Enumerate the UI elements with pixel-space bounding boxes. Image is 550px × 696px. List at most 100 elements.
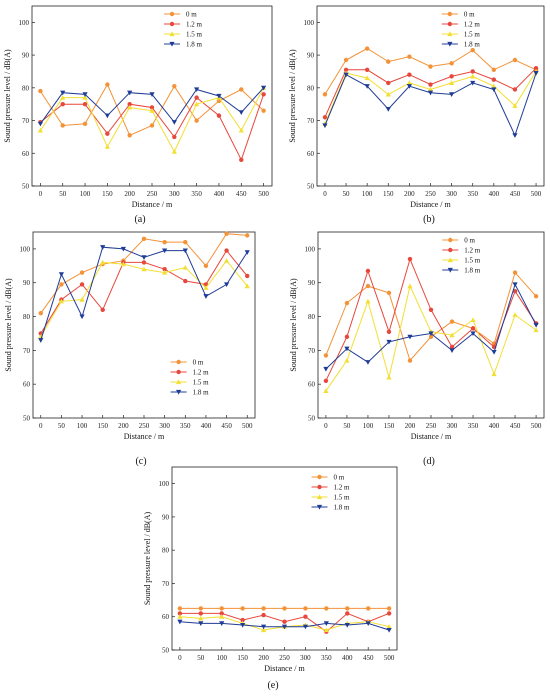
data-point [60, 90, 66, 96]
data-point [344, 357, 350, 363]
x-tick-label: 400 [342, 654, 353, 662]
data-point [171, 149, 177, 154]
data-point [512, 57, 518, 63]
legend-marker [316, 494, 323, 500]
data-point [344, 622, 350, 628]
panel-label: (a) [134, 214, 145, 225]
data-point [386, 606, 392, 611]
data-point [302, 624, 309, 630]
x-axis-label: Distance / m [124, 432, 165, 441]
x-tick-label: 250 [147, 190, 158, 198]
x-tick-label: 100 [362, 190, 373, 198]
data-point [407, 334, 413, 340]
data-point [449, 74, 454, 79]
series-1 [177, 606, 392, 611]
data-point [244, 283, 250, 289]
x-axis-label: Distance / m [132, 200, 173, 209]
data-point [470, 80, 476, 86]
data-point [322, 115, 328, 120]
legend-label: 0 m [193, 359, 204, 367]
data-point [100, 245, 106, 250]
legend-marker [176, 389, 182, 395]
data-point [324, 606, 329, 611]
data-point [365, 283, 371, 289]
y-tick-label: 90 [22, 52, 30, 60]
data-point [386, 80, 391, 86]
y-tick-label: 80 [22, 84, 30, 92]
x-tick-label: 400 [201, 422, 212, 430]
data-point [244, 250, 250, 255]
data-point [82, 121, 88, 127]
data-point [82, 92, 88, 97]
data-point [344, 346, 350, 352]
x-tick-label: 500 [531, 422, 542, 430]
y-tick-label: 90 [23, 279, 31, 287]
data-point [323, 366, 329, 372]
data-point [172, 134, 177, 140]
data-point [82, 95, 88, 100]
panel-label: (e) [267, 680, 278, 691]
legend-label: 1.8 m [186, 41, 203, 49]
data-point [470, 69, 475, 74]
y-tick-label: 50 [22, 183, 30, 191]
legend: 0 m 1.2 m 1.5 m 1.8 m [441, 11, 480, 49]
legend-marker [447, 41, 453, 47]
legend-label: 0 m [464, 11, 475, 19]
data-point [198, 611, 203, 616]
data-point [105, 131, 110, 136]
y-tick-label: 100 [159, 480, 170, 488]
data-point [344, 334, 350, 340]
data-point [60, 101, 65, 107]
data-point [385, 107, 391, 112]
data-point [194, 118, 199, 123]
x-tick-label: 0 [324, 422, 328, 430]
data-point [261, 606, 266, 611]
data-point [428, 331, 434, 337]
data-point [177, 614, 183, 619]
data-point [100, 307, 105, 312]
data-point [407, 283, 413, 289]
x-tick-label: 350 [467, 190, 478, 198]
y-tick-label: 60 [22, 150, 30, 158]
legend-marker [176, 369, 181, 375]
x-tick-label: 500 [531, 190, 542, 198]
x-tick-label: 50 [197, 654, 205, 662]
data-point [449, 332, 455, 338]
data-point [449, 92, 455, 97]
data-point [491, 83, 497, 89]
series-line [39, 87, 265, 153]
data-point [38, 310, 43, 316]
data-point [261, 108, 266, 113]
panel-label: (d) [423, 456, 435, 467]
data-point [533, 327, 539, 333]
data-point [177, 606, 183, 611]
x-tick-label: 50 [59, 190, 67, 198]
data-point [406, 80, 412, 85]
data-point [322, 92, 328, 97]
data-point [245, 273, 250, 279]
data-point [203, 294, 209, 299]
x-tick-label: 250 [279, 654, 290, 662]
legend: 0 m 1.2 m 1.5 m 1.8 m [311, 474, 350, 512]
data-point [449, 319, 455, 324]
data-point [303, 614, 308, 619]
y-tick-label: 100 [304, 19, 315, 27]
series-4 [323, 282, 539, 372]
data-point [219, 614, 225, 619]
x-tick-label: 300 [159, 422, 170, 430]
data-point [82, 101, 88, 107]
y-tick-label: 80 [162, 547, 170, 555]
y-tick-label: 60 [308, 381, 316, 389]
y-tick-label: 100 [19, 19, 30, 27]
data-point [343, 67, 349, 73]
data-point [162, 267, 167, 272]
legend-marker [448, 247, 453, 253]
y-tick-label: 60 [23, 381, 31, 389]
data-point [149, 123, 155, 128]
data-point [364, 75, 370, 81]
data-point [194, 95, 199, 100]
data-point [100, 259, 106, 265]
y-tick-label: 70 [162, 580, 170, 588]
legend-marker [316, 504, 323, 510]
data-point [37, 127, 43, 133]
